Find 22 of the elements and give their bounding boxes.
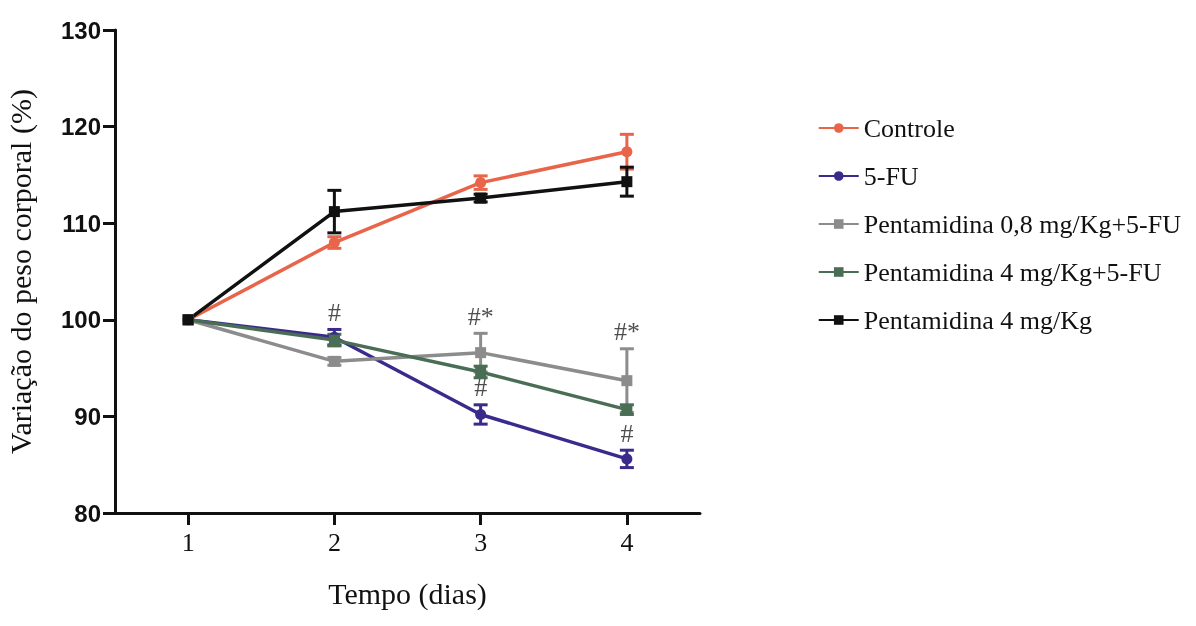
y-tick-label: 90 — [74, 402, 101, 430]
y-tick-label: 120 — [60, 113, 101, 141]
x-tick-label: 3 — [474, 527, 488, 557]
x-axis-title: Tempo (dias) — [328, 576, 487, 611]
annotation: # — [327, 297, 341, 327]
y-axis-title: Variação do peso corporal (%) — [3, 89, 38, 454]
x-tick-label: 4 — [620, 527, 634, 557]
y-tick-label: 130 — [60, 16, 101, 44]
y-tick-label: 80 — [74, 499, 101, 527]
legend-label: Pentamidina 4 mg/Kg — [863, 305, 1092, 335]
legend-label: Pentamidina 4 mg/Kg+5-FU — [863, 257, 1162, 287]
legend-label: 5-FU — [863, 161, 919, 191]
annotation: #* — [467, 301, 494, 331]
legend-label: Controle — [863, 113, 955, 143]
annotation: # — [620, 418, 634, 448]
y-tick-label: 100 — [60, 306, 101, 334]
x-tick-label: 2 — [327, 527, 341, 557]
y-tick-label: 110 — [62, 209, 101, 237]
x-tick-label: 1 — [181, 527, 195, 557]
annotation: # — [474, 373, 488, 403]
annotation: #* — [613, 317, 640, 347]
legend-label: Pentamidina 0,8 mg/Kg+5-FU — [863, 209, 1182, 239]
